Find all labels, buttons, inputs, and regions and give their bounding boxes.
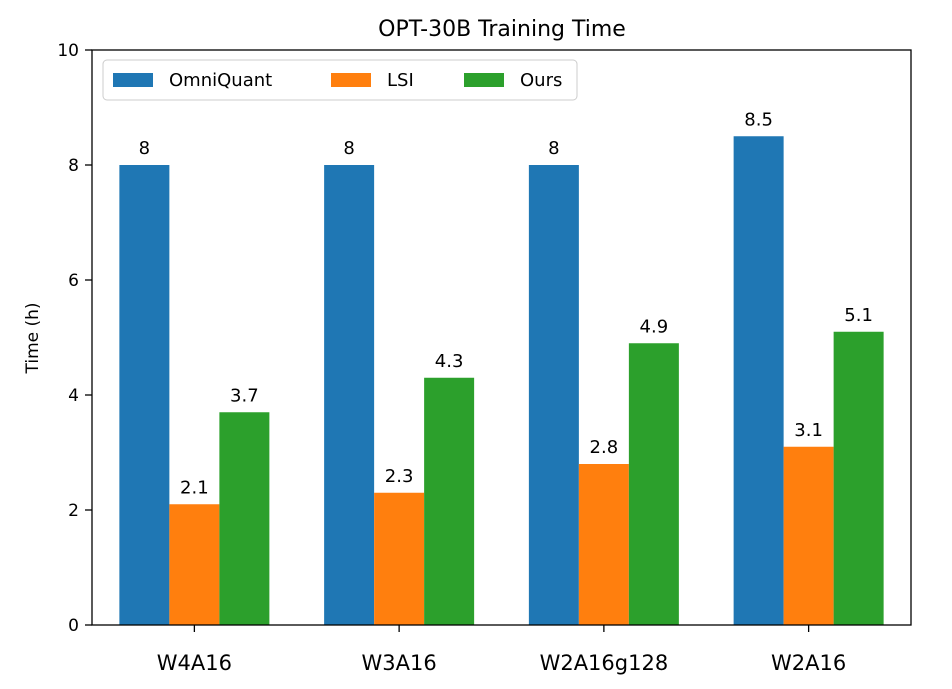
plot-frame <box>91 49 912 626</box>
data-label-ours-w3a16: 4.3 <box>435 351 464 372</box>
bar-omniquant-w4a16 <box>119 165 170 625</box>
data-label-ours-w4a16: 3.7 <box>230 385 259 406</box>
chart-title: OPT-30B Training Time <box>378 17 626 42</box>
legend-label-lsi: LSI <box>387 70 414 91</box>
bar-omniquant-w2a16g128 <box>528 165 579 625</box>
bar-omniquant-w3a16 <box>324 165 375 625</box>
legend-swatch-ours <box>464 73 504 87</box>
bar-lsi-w4a16 <box>169 504 220 625</box>
legend-swatch-omniquant <box>113 73 153 87</box>
data-label-lsi-w3a16: 2.3 <box>385 466 414 487</box>
data-label-ours-w2a16g128: 4.9 <box>640 316 669 337</box>
data-label-lsi-w4a16: 2.1 <box>180 477 209 498</box>
bar-lsi-w2a16g128 <box>578 464 629 625</box>
y-tick-label: 2 <box>68 501 79 521</box>
y-tick-label: 4 <box>68 386 79 406</box>
legend: OmniQuant LSI Ours <box>102 59 578 101</box>
x-tick-label: W2A16 <box>771 651 846 675</box>
bar-omniquant-w2a16 <box>733 136 784 625</box>
x-tick-label: W3A16 <box>362 651 437 675</box>
legend-label-ours: Ours <box>520 70 562 91</box>
bar-ours-w4a16 <box>219 412 270 625</box>
y-axis-label: Time (h) <box>23 302 43 374</box>
data-label-omniquant-w2a16: 8.5 <box>744 109 773 130</box>
x-tick-label: W4A16 <box>157 651 232 675</box>
bar-ours-w2a16 <box>833 331 884 625</box>
data-label-ours-w2a16: 5.1 <box>844 305 873 326</box>
x-tick-label: W2A16g128 <box>540 651 669 675</box>
data-label-omniquant-w4a16: 8 <box>139 138 150 159</box>
y-tick-label: 10 <box>57 41 79 61</box>
legend-swatch-lsi <box>331 73 371 87</box>
data-label-lsi-w2a16: 3.1 <box>794 420 823 441</box>
plot-area: 8 8 8 8.5 2.1 2.3 2.8 3.1 3.7 4.3 4.9 5.1 0 2 4 6 8 10 W4A… <box>57 41 912 675</box>
bar-ours-w2a16g128 <box>628 343 679 625</box>
data-label-omniquant-w2a16g128: 8 <box>548 138 559 159</box>
data-label-omniquant-w3a16: 8 <box>343 138 354 159</box>
y-tick-label: 0 <box>68 616 79 636</box>
bar-lsi-w2a16 <box>783 446 834 625</box>
bar-lsi-w3a16 <box>374 492 425 625</box>
legend-label-omniquant: OmniQuant <box>169 70 272 91</box>
bar-ours-w3a16 <box>424 377 475 625</box>
data-label-lsi-w2a16g128: 2.8 <box>590 437 619 458</box>
y-tick-label: 6 <box>68 271 79 291</box>
y-tick-label: 8 <box>68 156 79 176</box>
